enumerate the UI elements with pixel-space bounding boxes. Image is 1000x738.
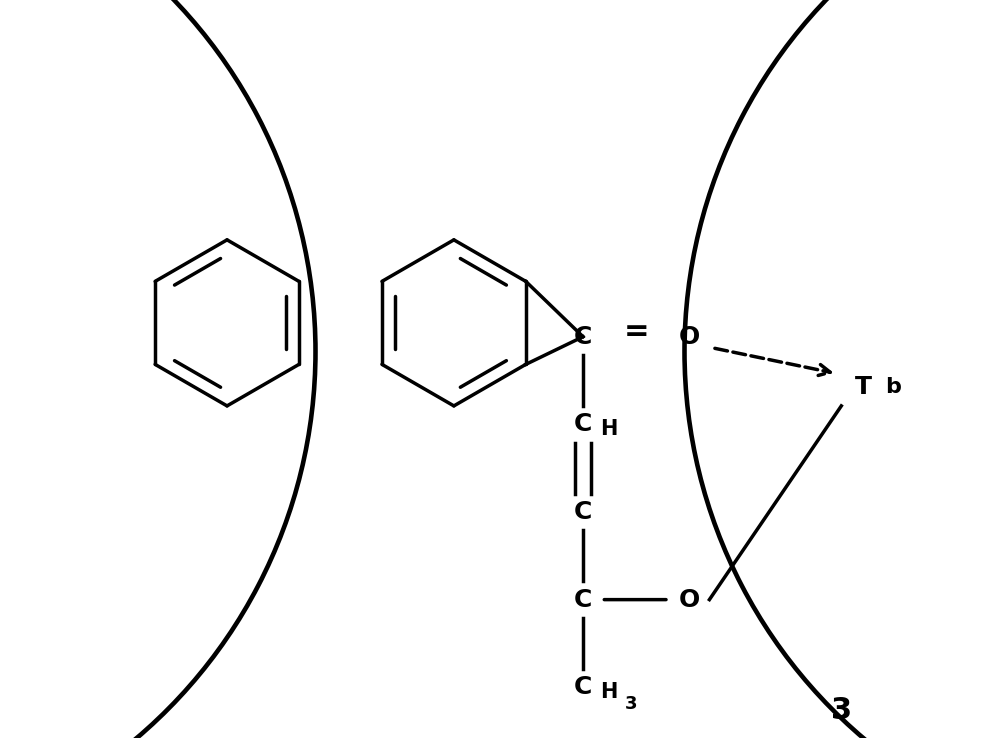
Text: C: C xyxy=(574,587,592,612)
Text: C: C xyxy=(574,413,592,436)
Text: H: H xyxy=(600,419,618,439)
Text: T: T xyxy=(855,376,872,399)
Text: O: O xyxy=(678,587,700,612)
Text: =: = xyxy=(623,317,649,345)
Text: 3: 3 xyxy=(831,696,852,725)
FancyArrowPatch shape xyxy=(715,348,830,376)
Text: C: C xyxy=(574,325,592,349)
Text: C: C xyxy=(574,500,592,524)
Text: 3: 3 xyxy=(625,695,637,713)
Text: b: b xyxy=(885,377,901,398)
Text: O: O xyxy=(678,325,700,349)
Text: C: C xyxy=(574,675,592,700)
Text: H: H xyxy=(600,682,618,702)
